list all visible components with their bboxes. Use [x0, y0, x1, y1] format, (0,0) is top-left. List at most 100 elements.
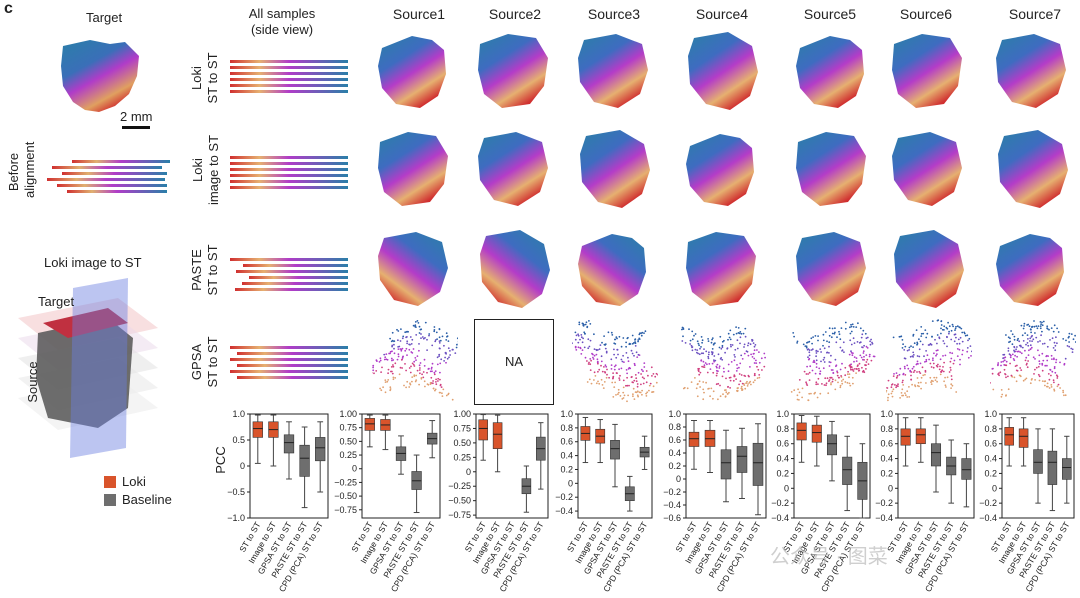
panel-letter: c — [4, 0, 13, 17]
y-tick-label: −0.2 — [979, 498, 997, 508]
box-iqr — [930, 443, 942, 467]
y-tick-label: 1.0 — [984, 409, 997, 419]
tissue-image — [996, 234, 1064, 306]
y-tick-label: −0.2 — [875, 498, 893, 508]
y-tick-label: 0 — [676, 474, 681, 484]
y-tick-label: −0.75 — [334, 505, 357, 515]
tissue-image — [688, 32, 758, 110]
tissue-image — [796, 132, 866, 206]
all-samples-line2: (side view) — [250, 22, 314, 37]
y-tick-label: −0.50 — [334, 491, 357, 501]
col-header-source2: Source2 — [488, 6, 542, 22]
tissue-image — [894, 230, 964, 308]
box-iqr — [610, 440, 620, 460]
y-tick-label: 0 — [888, 483, 893, 493]
loki-3d-view — [18, 278, 158, 458]
y-tick-label: 0.6 — [880, 439, 893, 449]
gpsa-point-cloud — [681, 326, 766, 401]
box-iqr — [364, 418, 375, 431]
y-tick-label: 0.8 — [776, 424, 789, 434]
y-tick-label: 0.2 — [560, 464, 573, 474]
box-iqr — [811, 424, 822, 443]
y-tick-label: −0.2 — [555, 492, 573, 502]
y-tick-label: 0.8 — [880, 424, 893, 434]
tissue-image — [796, 232, 866, 306]
target-3d-label: Target — [38, 294, 75, 309]
box-iqr — [826, 434, 838, 456]
box-iqr — [915, 428, 926, 445]
tissue-image — [478, 132, 548, 206]
na-box: NA — [474, 319, 554, 405]
scale-bar — [122, 126, 150, 129]
side-view-stack — [230, 258, 348, 291]
all-samples-header: All samples (side view) — [242, 6, 322, 38]
gpsa-point-cloud — [790, 321, 876, 402]
tissue-image — [378, 36, 446, 108]
box-iqr — [720, 449, 732, 480]
boxplot-frame — [361, 413, 441, 519]
boxplot-frame — [793, 413, 871, 519]
y-tick-label: 0.4 — [776, 454, 789, 464]
y-tick-label: 0.8 — [560, 423, 573, 433]
tissue-image — [686, 232, 756, 306]
col-header-source7: Source7 — [1008, 6, 1062, 22]
tissue-image — [996, 34, 1066, 108]
y-tick-label: 0.2 — [880, 468, 893, 478]
y-tick-label: 0.2 — [668, 461, 681, 471]
y-tick-label: −0.4 — [555, 506, 573, 516]
y-tick-label: −0.4 — [663, 500, 681, 510]
y-tick-label: 0.4 — [668, 448, 681, 458]
gpsa-point-cloud — [372, 320, 458, 401]
tissue-image — [378, 132, 448, 206]
box-iqr — [961, 458, 972, 480]
y-tick-label: 1.0 — [776, 409, 789, 419]
y-tick-label: −0.2 — [771, 498, 789, 508]
y-tick-label: 1.0 — [560, 409, 573, 419]
box-iqr — [252, 421, 263, 438]
y-tick-label: 0.6 — [668, 435, 681, 445]
legend-baseline-swatch — [104, 494, 116, 506]
box-iqr — [478, 419, 488, 441]
y-tick-label: 0.4 — [560, 451, 573, 461]
scale-bar-label: 2 mm — [120, 109, 153, 124]
y-tick-label: 0.6 — [776, 439, 789, 449]
box-iqr — [842, 456, 853, 485]
legend-loki-label: Loki — [122, 474, 146, 489]
y-tick-label: −0.25 — [334, 477, 357, 487]
y-tick-label: 0.4 — [880, 454, 893, 464]
y-tick-label: 0.25 — [339, 450, 357, 460]
box-iqr — [1004, 427, 1014, 446]
y-tick-label: −0.2 — [663, 487, 681, 497]
y-tick-label: 0 — [784, 483, 789, 493]
y-tick-label: 1.00 — [339, 409, 357, 419]
y-tick-label: −1.0 — [227, 513, 245, 523]
side-view-stack — [230, 346, 348, 379]
boxplot-frame — [475, 413, 549, 519]
box-iqr — [1018, 428, 1029, 448]
y-tick-label: 0 — [466, 467, 471, 477]
y-tick-label: −0.50 — [448, 496, 471, 506]
y-tick-label: 0.8 — [984, 424, 997, 434]
col-header-source4: Source4 — [695, 6, 749, 22]
y-tick-label: −0.4 — [979, 513, 997, 523]
y-tick-label: 0.50 — [453, 438, 471, 448]
all-samples-line1: All samples — [248, 6, 316, 21]
y-tick-label: 0.2 — [776, 468, 789, 478]
boxplot-frame — [1001, 413, 1075, 519]
tissue-image — [378, 232, 448, 306]
y-tick-label: 0.8 — [668, 422, 681, 432]
tissue-image — [796, 36, 864, 108]
na-label: NA — [504, 354, 524, 369]
y-tick-label: 0.2 — [984, 468, 997, 478]
y-tick-label: 0.50 — [339, 436, 357, 446]
y-tick-label: −0.4 — [771, 513, 789, 523]
box-iqr — [736, 446, 748, 473]
target-tissue-image — [61, 40, 139, 112]
before-alignment-stacks — [47, 160, 170, 193]
tissue-image — [686, 134, 754, 206]
box-iqr — [299, 444, 310, 477]
boxplot-frame — [897, 413, 975, 519]
gpsa-point-cloud — [572, 320, 658, 403]
y-tick-label: 0.5 — [232, 435, 245, 445]
